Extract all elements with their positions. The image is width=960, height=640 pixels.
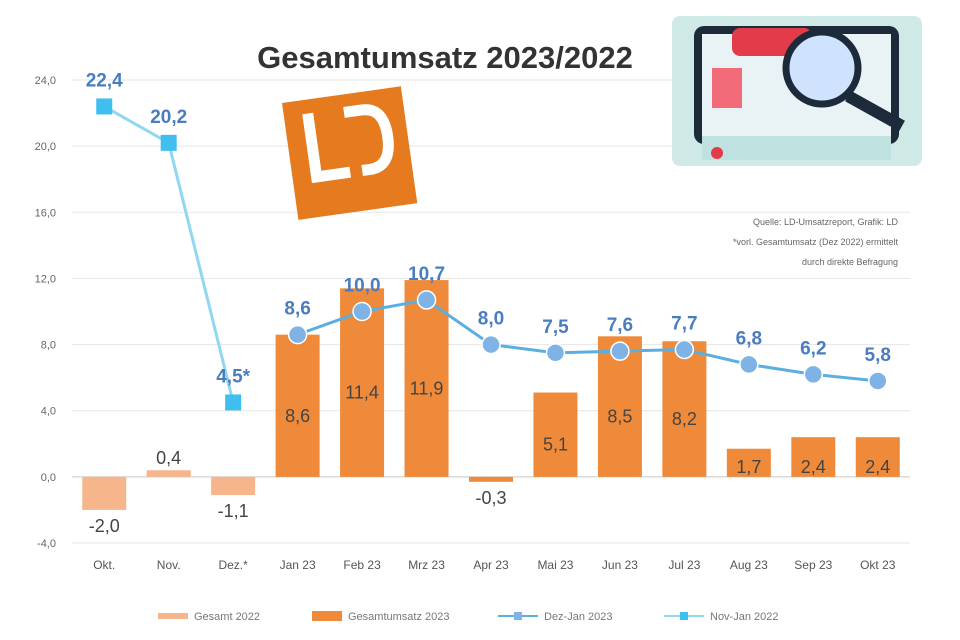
line-value-label: 7,7 (671, 314, 697, 335)
y-tick-label: -4,0 (37, 538, 56, 550)
series-line (297, 298, 878, 383)
bar-value-label: 1,7 (736, 457, 761, 477)
x-tick-label: Dez.* (218, 558, 248, 572)
x-tick-label: Feb 23 (343, 558, 381, 572)
y-tick-label: 4,0 (41, 406, 56, 418)
line-value-label: 4,5* (216, 366, 250, 387)
legend-swatch (312, 611, 342, 621)
bar-value-label: -0,3 (475, 488, 506, 508)
line-value-label: 7,6 (607, 315, 633, 336)
y-tick-label: 12,0 (35, 273, 56, 285)
y-tick-label: 20,0 (35, 141, 56, 153)
line-point (868, 371, 888, 391)
line-value-label: 10,0 (344, 276, 381, 297)
bar-value-label: 5,1 (543, 435, 568, 455)
legend-item: Dez-Jan 2023 (498, 611, 613, 623)
line-value-label: 8,6 (284, 299, 310, 320)
bar-value-label: 8,2 (672, 409, 697, 429)
legend-marker (680, 612, 688, 620)
line-point (545, 343, 566, 363)
bar-value-label: 0,4 (156, 448, 181, 468)
bar-value-label: 11,4 (345, 383, 379, 403)
line-point (481, 334, 501, 355)
bar (404, 280, 449, 477)
line-point (739, 354, 759, 375)
line-value-label: 10,7 (408, 264, 445, 285)
magnifier-analytics-icon (672, 16, 922, 166)
line-value-label: 20,2 (150, 107, 187, 128)
legend-marker (514, 612, 522, 620)
x-tick-label: Jul 23 (668, 558, 700, 572)
x-tick-label: Apr 23 (473, 558, 509, 572)
line-value-label: 7,5 (542, 317, 569, 338)
legend-item: Gesamt 2022 (158, 611, 260, 623)
bar (469, 476, 513, 482)
line-point (416, 290, 437, 310)
legend-label: Gesamt 2022 (194, 611, 260, 623)
bar (146, 470, 191, 477)
y-tick-label: 0,0 (41, 472, 56, 484)
source-note-line: durch direkte Befragung (802, 257, 898, 267)
bar-value-label: 8,6 (285, 406, 310, 426)
legend-label: Gesamtumsatz 2023 (348, 611, 450, 623)
x-tick-label: Nov. (157, 558, 181, 572)
line-value-label: 5,8 (865, 345, 891, 366)
ld-logo-icon (282, 86, 418, 220)
x-tick-label: Mrz 23 (408, 558, 445, 572)
legend-label: Nov-Jan 2022 (710, 611, 779, 623)
bar (82, 476, 127, 510)
source-note-line: Quelle: LD-Umsatzreport, Grafik: LD (753, 217, 899, 227)
x-tick-label: Okt 23 (860, 558, 896, 572)
legend-item: Nov-Jan 2022 (664, 611, 779, 623)
bar (791, 437, 836, 477)
line-value-label: 22,4 (86, 70, 123, 91)
bar-value-label: 2,4 (801, 457, 826, 477)
bar (726, 448, 771, 477)
bar (211, 476, 256, 496)
x-tick-label: Aug 23 (730, 558, 768, 572)
line-value-label: 6,2 (800, 338, 826, 359)
line-point (610, 341, 630, 361)
bar-value-label: -2,0 (89, 516, 120, 536)
legend-label: Dez-Jan 2023 (544, 611, 613, 623)
line-value-label: 8,0 (478, 309, 504, 330)
bar (855, 437, 900, 477)
y-tick-label: 24,0 (35, 75, 56, 87)
source-note-line: *vorl. Gesamtumsatz (Dez 2022) ermittelt (733, 237, 899, 247)
chart-title: Gesamtumsatz 2023/2022 (257, 40, 633, 75)
y-tick-label: 16,0 (35, 207, 56, 219)
line-point (225, 394, 242, 411)
line-value-label: 6,8 (736, 328, 762, 349)
legend-swatch (158, 613, 188, 619)
line-point (96, 98, 113, 115)
bar-value-label: 8,5 (607, 407, 632, 427)
x-tick-label: Jan 23 (280, 558, 316, 572)
bar (533, 392, 578, 477)
bar-value-label: 11,9 (410, 378, 444, 398)
line-point (352, 301, 372, 322)
lines: 8,6 10,0 10,7 8,0 7,5 7,6 7,7 6,8 6,2 5,8 22,4 20,2… (86, 70, 891, 411)
line-point (803, 364, 824, 385)
series-line (103, 105, 235, 403)
x-tick-label: Jun 23 (602, 558, 638, 572)
source-note: Quelle: LD-Umsatzreport, Grafik: LD *vor… (733, 217, 899, 267)
legend-item: Gesamtumsatz 2023 (312, 611, 450, 623)
line-point (160, 134, 177, 151)
line-point (287, 324, 308, 345)
line-point (674, 339, 695, 360)
bar (662, 341, 707, 477)
x-tick-label: Okt. (93, 558, 115, 572)
bar-value-label: -1,1 (218, 501, 249, 521)
x-tick-label: Sep 23 (794, 558, 832, 572)
legend: Gesamt 2022 Gesamtumsatz 2023 Dez-Jan 20… (158, 611, 779, 623)
x-axis: Okt. Nov. Dez.* Jan 23 Feb 23 Mrz 23 Apr 23 Mai… (93, 558, 896, 572)
bar (275, 334, 320, 477)
y-tick-label: 8,0 (41, 340, 56, 352)
bar-value-label: 2,4 (865, 457, 890, 477)
x-tick-label: Mai 23 (537, 558, 573, 572)
bars: -2,0 0,4 -1,1 8,6 11,4 11,9 -0,3 5,1 8,5 8,2 1,7 2,… (82, 280, 900, 536)
y-axis: -4,0 0,0 4,0 8,0 12,0 16,0 20,0 24,0 (35, 75, 56, 550)
